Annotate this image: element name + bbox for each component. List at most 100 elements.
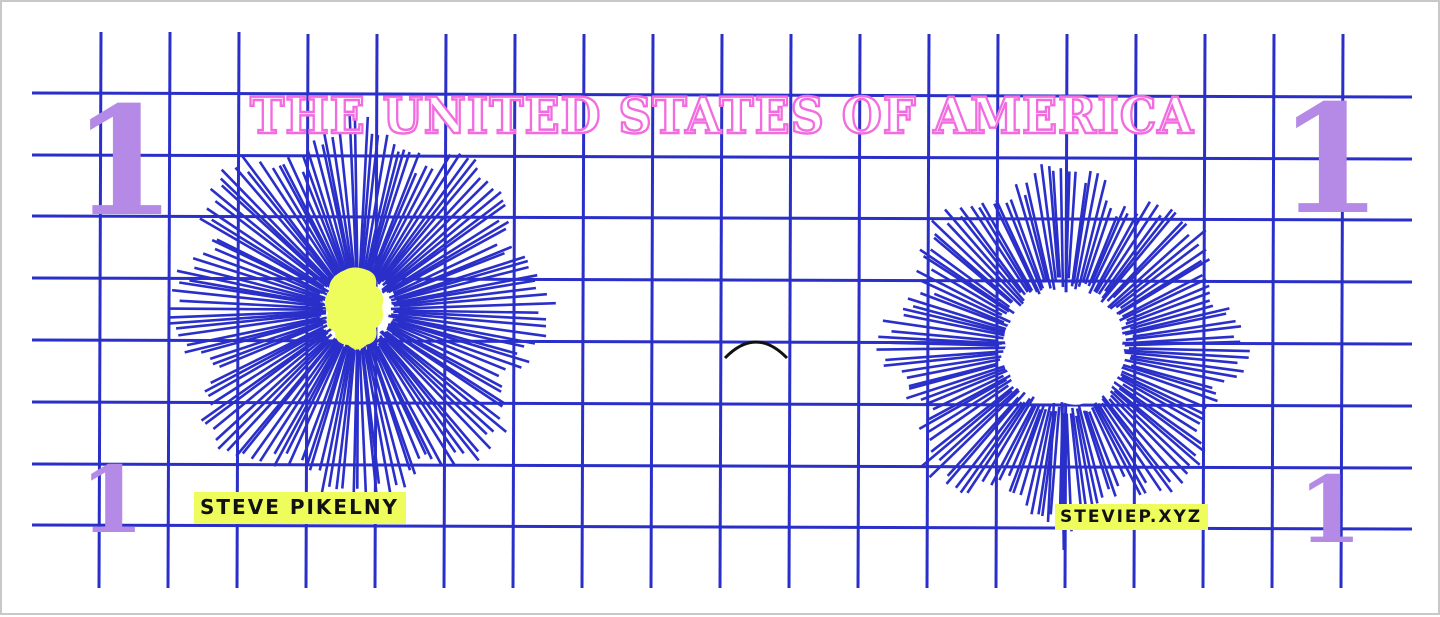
starburst-ray xyxy=(1088,212,1129,295)
starburst-ray xyxy=(273,336,345,467)
starburst-ray xyxy=(932,374,1005,411)
starburst-ray xyxy=(1119,248,1207,310)
starburst-ray xyxy=(906,358,1001,380)
starburst-ray xyxy=(1090,406,1126,478)
starburst-ray xyxy=(1121,273,1203,318)
starburst-ray xyxy=(954,401,1023,489)
starburst-ray xyxy=(920,279,1011,324)
starburst-ray xyxy=(929,384,1010,442)
starburst-ray xyxy=(1130,364,1213,390)
starburst-ray xyxy=(392,279,536,306)
starburst-ray xyxy=(1064,171,1071,289)
starburst-ray xyxy=(1129,357,1238,379)
starburst-ray xyxy=(933,292,1005,324)
starburst-ray xyxy=(1128,347,1250,353)
starburst-ray xyxy=(387,323,500,378)
starburst-ray xyxy=(217,338,330,450)
starburst-ray xyxy=(1111,379,1203,445)
starburst-ray xyxy=(1121,375,1206,422)
starburst-ray xyxy=(903,313,1005,337)
starburst-ray xyxy=(210,324,328,385)
starburst-ray xyxy=(1100,402,1162,492)
starburst-ray xyxy=(318,340,352,471)
denomination-bottom-left: 1 xyxy=(80,446,144,554)
starburst-ray xyxy=(377,337,465,455)
starburst-ray xyxy=(1093,212,1139,293)
starburst-ray xyxy=(1067,171,1077,279)
starburst-ray xyxy=(396,265,529,302)
starburst-ray xyxy=(220,184,332,286)
starburst-ray xyxy=(1047,165,1060,278)
starburst-ray xyxy=(1072,170,1092,284)
starburst-ray xyxy=(364,339,407,488)
starburst-ray xyxy=(393,286,537,307)
starburst-ray xyxy=(209,329,327,406)
starburst-ray xyxy=(1101,397,1173,493)
grid-line-vertical xyxy=(1270,33,1276,589)
starburst-ray xyxy=(946,222,1025,305)
starburst-ray xyxy=(1070,182,1088,287)
starburst-ray xyxy=(204,327,323,393)
starburst-ray xyxy=(1121,307,1230,335)
starburst-ray xyxy=(1118,258,1211,316)
starburst-ray xyxy=(1082,410,1111,490)
starburst-ray xyxy=(1121,370,1207,409)
starburst-ray xyxy=(966,397,1031,494)
starburst-ray xyxy=(394,309,539,314)
starburst-ray xyxy=(945,391,1026,485)
starburst-ray xyxy=(398,312,547,328)
starburst-ray xyxy=(1101,208,1174,300)
starburst-ray xyxy=(300,346,346,461)
starburst-ray xyxy=(970,205,1029,293)
starburst-ray xyxy=(200,318,324,354)
starburst-ray xyxy=(273,336,344,455)
starburst-ray xyxy=(944,208,1025,302)
starburst-ray xyxy=(1074,172,1100,290)
starburst-ray xyxy=(360,348,379,500)
starburst-ray xyxy=(923,368,1011,407)
starburst-ray xyxy=(1120,363,1217,395)
starburst-ray xyxy=(1132,319,1236,338)
grid-line-horizontal xyxy=(31,91,1413,99)
starburst-ray xyxy=(186,316,321,347)
starburst-ray xyxy=(1130,354,1244,373)
starburst-ray xyxy=(390,320,522,369)
starburst-ray xyxy=(993,203,1039,293)
left-portrait-blob xyxy=(324,267,384,350)
starburst-ray xyxy=(1107,233,1190,309)
starburst-ray xyxy=(285,343,343,455)
starburst-ray xyxy=(1133,335,1234,345)
starburst-ray xyxy=(306,149,350,279)
url-link[interactable]: STEVIEP.XYZ xyxy=(1055,504,1209,530)
starburst-ray xyxy=(1025,404,1052,506)
starburst-ray xyxy=(379,336,480,462)
starburst-ray xyxy=(959,206,1027,296)
starburst-ray xyxy=(1116,259,1203,315)
grid-line-vertical xyxy=(166,31,172,589)
grid-line-horizontal xyxy=(31,400,1413,408)
starburst-ray xyxy=(1118,387,1206,453)
starburst-ray xyxy=(234,166,336,284)
starburst-ray xyxy=(392,243,498,295)
starburst-ray xyxy=(399,292,548,308)
starburst-ray xyxy=(381,203,506,294)
starburst-ray xyxy=(1125,325,1242,342)
starburst-ray xyxy=(1069,413,1084,523)
grid-line-vertical xyxy=(718,33,724,589)
starburst-ray xyxy=(312,140,352,279)
starburst-ray xyxy=(1119,278,1207,322)
starburst-ray xyxy=(367,151,411,280)
starburst-ray xyxy=(1094,201,1152,294)
starburst-ray xyxy=(1049,406,1061,515)
starburst-ray xyxy=(250,337,339,460)
bill-title: THE UNITED STATES OF AMERICA xyxy=(250,86,1194,145)
starburst-ray xyxy=(170,310,327,319)
starburst-ray xyxy=(1094,402,1147,494)
starburst-ray xyxy=(392,318,518,355)
starburst-ray xyxy=(1109,394,1189,475)
starburst-ray xyxy=(929,248,1011,309)
starburst-ray xyxy=(998,403,1038,481)
starburst-ray xyxy=(175,311,327,330)
starburst-ray xyxy=(391,273,538,305)
starburst-ray xyxy=(211,218,330,294)
